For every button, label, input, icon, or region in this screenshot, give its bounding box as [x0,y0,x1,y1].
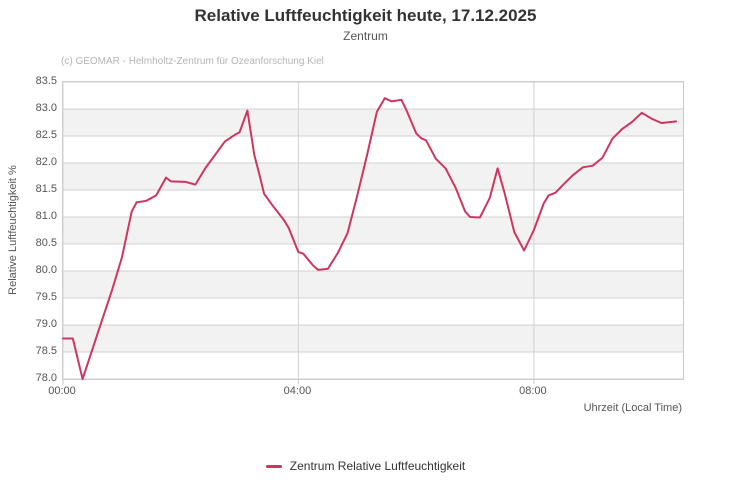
x-tick-label: 08:00 [519,385,547,397]
y-tick-label: 80.0 [35,263,57,276]
y-tick-label: 79.0 [35,317,57,330]
humidity-line-series [62,97,678,380]
x-tick-label: 04:00 [283,385,312,397]
y-tick-label: 81.0 [35,209,57,222]
credits-text: (c) GEOMAR - Helmholtz-Zentrum für Ozean… [61,56,324,67]
y-tick-label: 82.0 [35,155,57,168]
legend: Zentrum Relative Luftfeuchtigkeit [0,459,731,473]
y-tick-label: 78.5 [35,344,57,357]
legend-line-marker [265,464,282,468]
y-tick-label: 78.0 [35,371,57,384]
y-tick-label: 83.5 [35,74,57,87]
y-tick-label: 81.5 [35,182,57,195]
y-tick-label: 80.5 [35,236,57,249]
plot-svg [62,81,683,384]
chart-title: Relative Luftfeuchtigkeit heute, 17.12.2… [194,6,537,25]
y-tick-label: 83.0 [35,101,57,114]
legend-label[interactable]: Zentrum Relative Luftfeuchtigkeit [289,459,466,473]
x-tick-label: 00:00 [48,385,76,397]
chart-subtitle: Zentrum [343,29,388,43]
plot-area [62,81,684,384]
y-tick-label: 82.5 [35,128,57,141]
x-axis-title: Uhrzeit (Local Time) [583,402,682,414]
y-tick-label: 79.5 [35,290,57,303]
